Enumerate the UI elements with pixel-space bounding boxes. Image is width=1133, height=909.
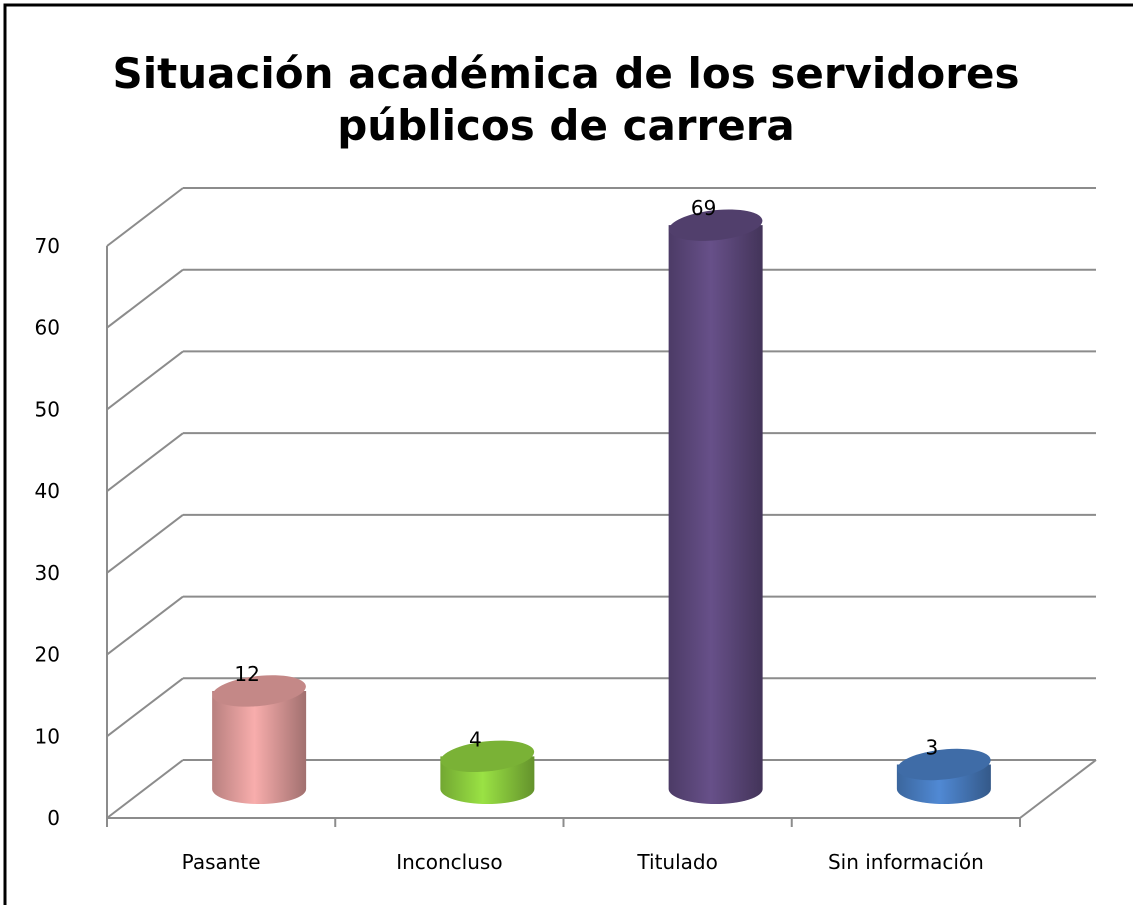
bar-top [897,748,991,781]
chart-title: Situación académica de los servidores [113,49,1020,98]
bar-top [440,740,535,773]
grid-line [106,595,184,656]
y-tick-label: 20 [35,643,60,667]
chart-title: públicos de carrera [337,101,795,150]
y-tick-label: 40 [35,479,60,503]
grid-line [106,677,184,738]
data-label: 69 [691,196,716,220]
x-tick-label: Inconcluso [396,850,502,874]
data-label: 3 [926,735,939,759]
bar-top [212,675,306,707]
grid-line [106,268,184,329]
grid-line [106,187,184,247]
x-tick-label: Sin información [828,850,984,874]
y-tick-label: 30 [35,561,60,585]
grid-line [106,350,184,411]
x-tick-label: Pasante [182,850,261,874]
y-tick-label: 60 [35,316,60,340]
data-label: 4 [469,727,482,751]
x-tick-label: Titulado [636,850,717,874]
floor-edge [1019,759,1097,819]
y-tick-label: 70 [35,234,60,258]
y-tick-label: 50 [35,397,60,421]
bar [668,225,763,804]
y-tick-label: 10 [35,724,60,748]
y-tick-label: 0 [47,806,60,830]
bar [212,690,307,805]
grid-line [106,759,184,819]
data-label: 12 [234,662,259,686]
bar-top [668,209,763,241]
grid-line [106,514,184,574]
grid-line [106,432,184,492]
